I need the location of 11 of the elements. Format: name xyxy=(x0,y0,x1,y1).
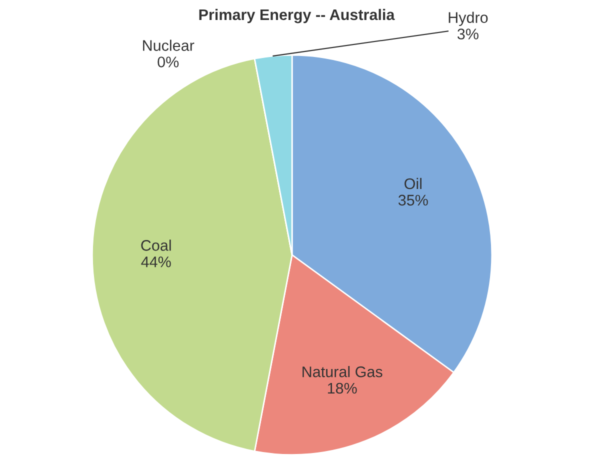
slice-label: Coal xyxy=(141,240,171,251)
data-label: 35% xyxy=(398,194,428,206)
category-label: Nuclear xyxy=(143,40,194,51)
slice-label: Hydro xyxy=(448,12,488,26)
text: 0% xyxy=(158,56,179,68)
slice-label: Natural Gas xyxy=(302,366,382,378)
slice-label: Oil xyxy=(404,178,422,190)
chart-title: Primary Energy -- Australia xyxy=(199,8,395,24)
data-label: 3% xyxy=(458,28,478,40)
data-label: 18% xyxy=(328,382,357,394)
data-label: 44% xyxy=(141,256,171,268)
